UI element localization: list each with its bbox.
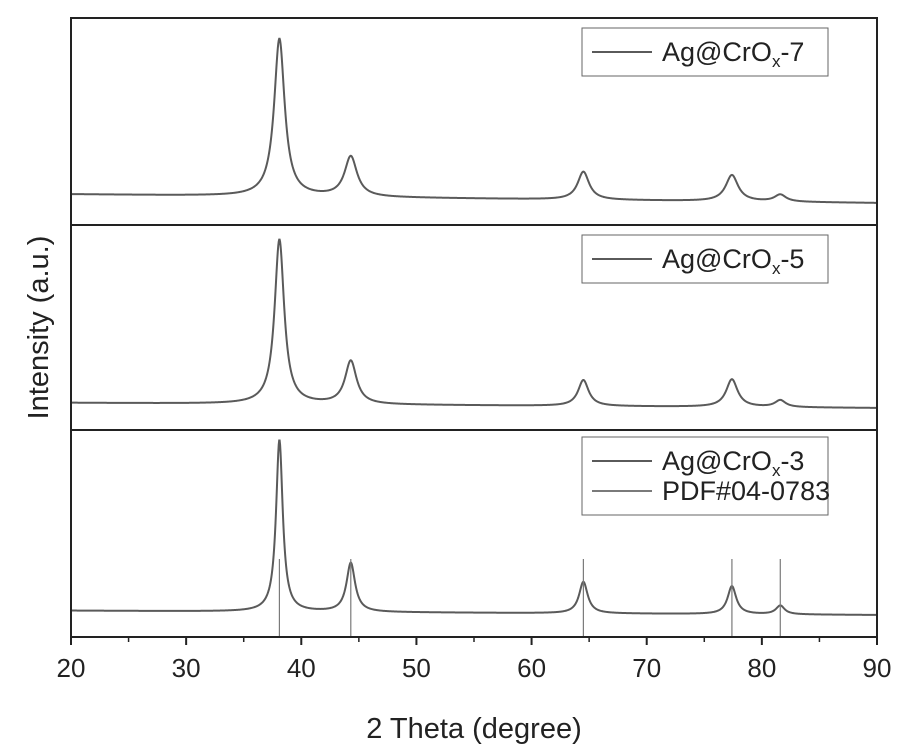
legend-label: PDF#04-0783 — [662, 476, 830, 506]
x-tick-label-60: 60 — [517, 653, 546, 683]
x-axis-label: 2 Theta (degree) — [366, 713, 582, 745]
x-tick-label-80: 80 — [747, 653, 776, 683]
series-line-1 — [71, 37, 877, 204]
x-tick-label-30: 30 — [172, 653, 201, 683]
y-axis-label: Intensity (a.u.) — [23, 236, 55, 420]
x-tick-label-90: 90 — [863, 653, 892, 683]
legend-label: Ag@CrOx-5 — [662, 244, 804, 278]
x-tick-label-50: 50 — [402, 653, 431, 683]
x-tick-label-70: 70 — [632, 653, 661, 683]
plot-frame — [70, 17, 878, 638]
x-tick-label-40: 40 — [287, 653, 316, 683]
x-tick-label-20: 20 — [57, 653, 86, 683]
legend-label: Ag@CrOx-3 — [662, 446, 804, 480]
legend-label: Ag@CrOx-7 — [662, 37, 804, 71]
series-line-2 — [71, 238, 877, 409]
series-line-3 — [71, 439, 878, 616]
legend-box-3 — [581, 436, 829, 516]
